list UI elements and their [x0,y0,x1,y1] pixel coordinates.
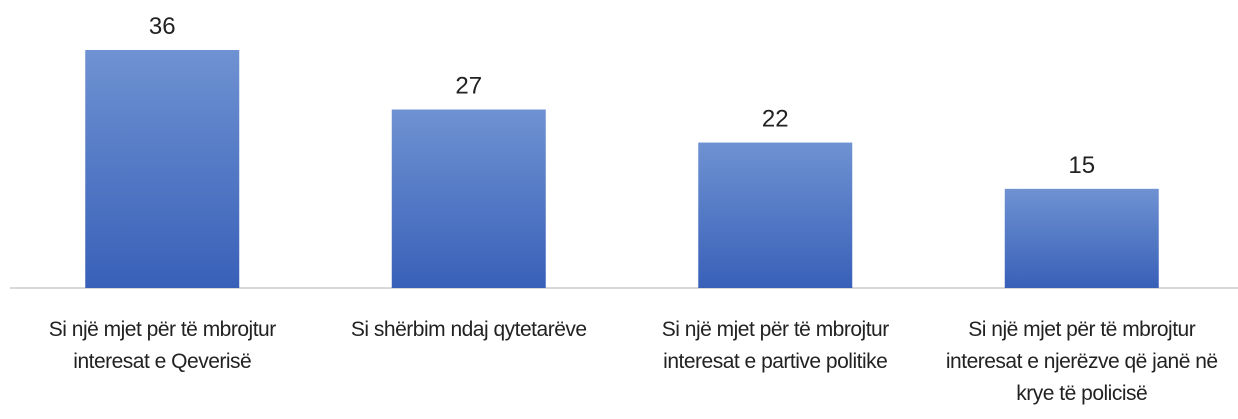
value-label: 36 [149,13,176,40]
value-label: 22 [762,106,789,133]
value-label: 15 [1068,152,1095,179]
x-tick-label: Si një mjet për të mbrojtur interesat e … [661,318,889,373]
bar [391,109,546,288]
bar [1004,188,1159,288]
x-tick-label: Si shërbim ndaj qytetarëve [350,318,587,341]
x-tick-label: Si një mjet për të mbrojtur interesat e … [48,318,276,373]
chart: 36 27 22 15 [10,13,1238,289]
bar [85,50,240,288]
x-tick-label: Si një mjet për të mbrojtur interesat e … [945,318,1218,405]
bar [698,142,853,288]
value-label: 27 [455,73,482,100]
